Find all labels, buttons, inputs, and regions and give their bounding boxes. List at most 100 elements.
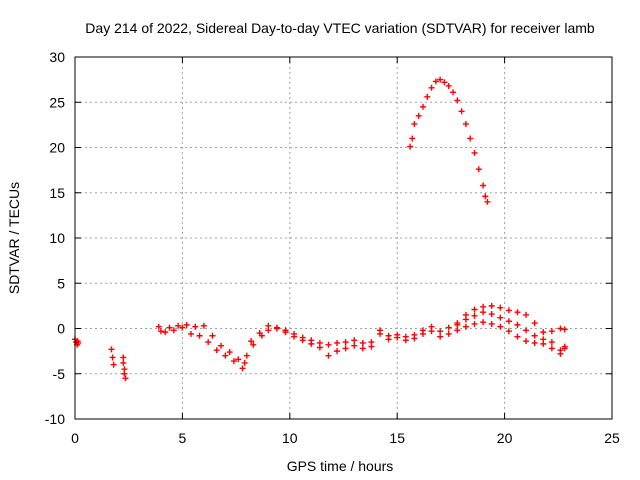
x-tick-label: 25 — [604, 430, 620, 446]
data-point — [531, 320, 538, 327]
data-point — [561, 345, 568, 352]
data-point — [120, 354, 127, 361]
data-point — [222, 352, 229, 359]
data-point — [226, 349, 233, 356]
data-point — [282, 327, 289, 334]
data-point — [265, 322, 272, 329]
data-point — [342, 345, 349, 352]
y-tick-label: 20 — [49, 140, 65, 156]
data-point — [540, 329, 547, 336]
series-track-high — [454, 302, 568, 354]
data-point — [450, 89, 457, 96]
x-tick-label: 10 — [282, 430, 298, 446]
data-point — [523, 327, 530, 334]
data-point — [334, 348, 341, 355]
data-point — [209, 332, 216, 339]
x-axis-label: GPS time / hours — [287, 458, 394, 474]
data-point — [488, 311, 495, 318]
data-point — [415, 112, 422, 119]
data-point — [241, 359, 248, 366]
data-point — [359, 339, 366, 346]
data-point — [230, 358, 237, 365]
data-point — [157, 328, 164, 335]
data-point — [402, 333, 409, 340]
data-point — [428, 323, 435, 330]
data-point — [108, 346, 115, 353]
data-point — [200, 322, 207, 329]
data-point — [462, 323, 469, 330]
data-point — [454, 320, 461, 327]
data-point — [377, 327, 384, 334]
data-point — [121, 370, 128, 377]
data-point — [179, 324, 186, 331]
series-scatter-early — [72, 336, 129, 382]
data-point — [454, 327, 461, 334]
data-point — [548, 339, 555, 346]
data-point — [531, 339, 538, 346]
data-point — [291, 330, 298, 337]
data-point — [432, 78, 439, 85]
data-point — [561, 326, 568, 333]
data-point — [471, 306, 478, 313]
data-point — [548, 345, 555, 352]
data-point — [250, 341, 257, 348]
data-point — [471, 320, 478, 327]
data-point — [458, 108, 465, 115]
data-point — [385, 332, 392, 339]
data-point — [308, 337, 315, 344]
axis-ticks — [74, 56, 613, 420]
data-point — [480, 303, 487, 310]
y-tick-label: -10 — [45, 411, 65, 427]
data-point — [505, 328, 512, 335]
data-point — [273, 324, 280, 331]
data-point — [359, 345, 366, 352]
data-point — [497, 314, 504, 321]
series-track-mid — [157, 309, 568, 366]
data-point — [183, 321, 190, 328]
data-point — [196, 332, 203, 339]
data-point — [299, 334, 306, 341]
data-point — [505, 307, 512, 314]
data-point — [540, 336, 547, 343]
y-tick-label: 5 — [57, 275, 65, 291]
data-point — [523, 338, 530, 345]
data-point — [462, 120, 469, 127]
data-point — [213, 347, 220, 354]
series-arc-high — [407, 76, 491, 205]
x-tick-label: 20 — [497, 430, 513, 446]
data-point — [316, 339, 323, 346]
x-tick-label: 15 — [389, 430, 405, 446]
y-tick-label: 0 — [57, 321, 65, 337]
data-point — [162, 329, 169, 336]
data-point — [235, 356, 242, 363]
data-point — [75, 339, 82, 346]
data-point — [445, 330, 452, 337]
data-point — [480, 309, 487, 316]
data-point — [488, 302, 495, 309]
data-point — [445, 82, 452, 89]
data-point — [192, 323, 199, 330]
data-point — [462, 311, 469, 318]
data-point — [256, 330, 263, 337]
data-points — [72, 76, 568, 382]
data-point — [394, 331, 401, 338]
y-tick-label: 15 — [49, 185, 65, 201]
x-tick-labels: 0 5 10 15 20 25 — [71, 430, 620, 446]
data-point — [155, 323, 162, 330]
data-point — [175, 322, 182, 329]
data-point — [325, 352, 332, 359]
data-point — [497, 304, 504, 311]
data-point — [437, 76, 444, 83]
data-point — [409, 135, 416, 142]
data-point — [514, 309, 521, 316]
data-point — [548, 328, 555, 335]
data-point — [437, 328, 444, 335]
data-point — [475, 166, 482, 173]
data-point — [166, 324, 173, 331]
y-tick-label: -5 — [53, 366, 66, 382]
data-point — [120, 359, 127, 366]
x-tick-label: 5 — [179, 430, 187, 446]
data-point — [368, 339, 375, 346]
data-point — [557, 325, 564, 332]
